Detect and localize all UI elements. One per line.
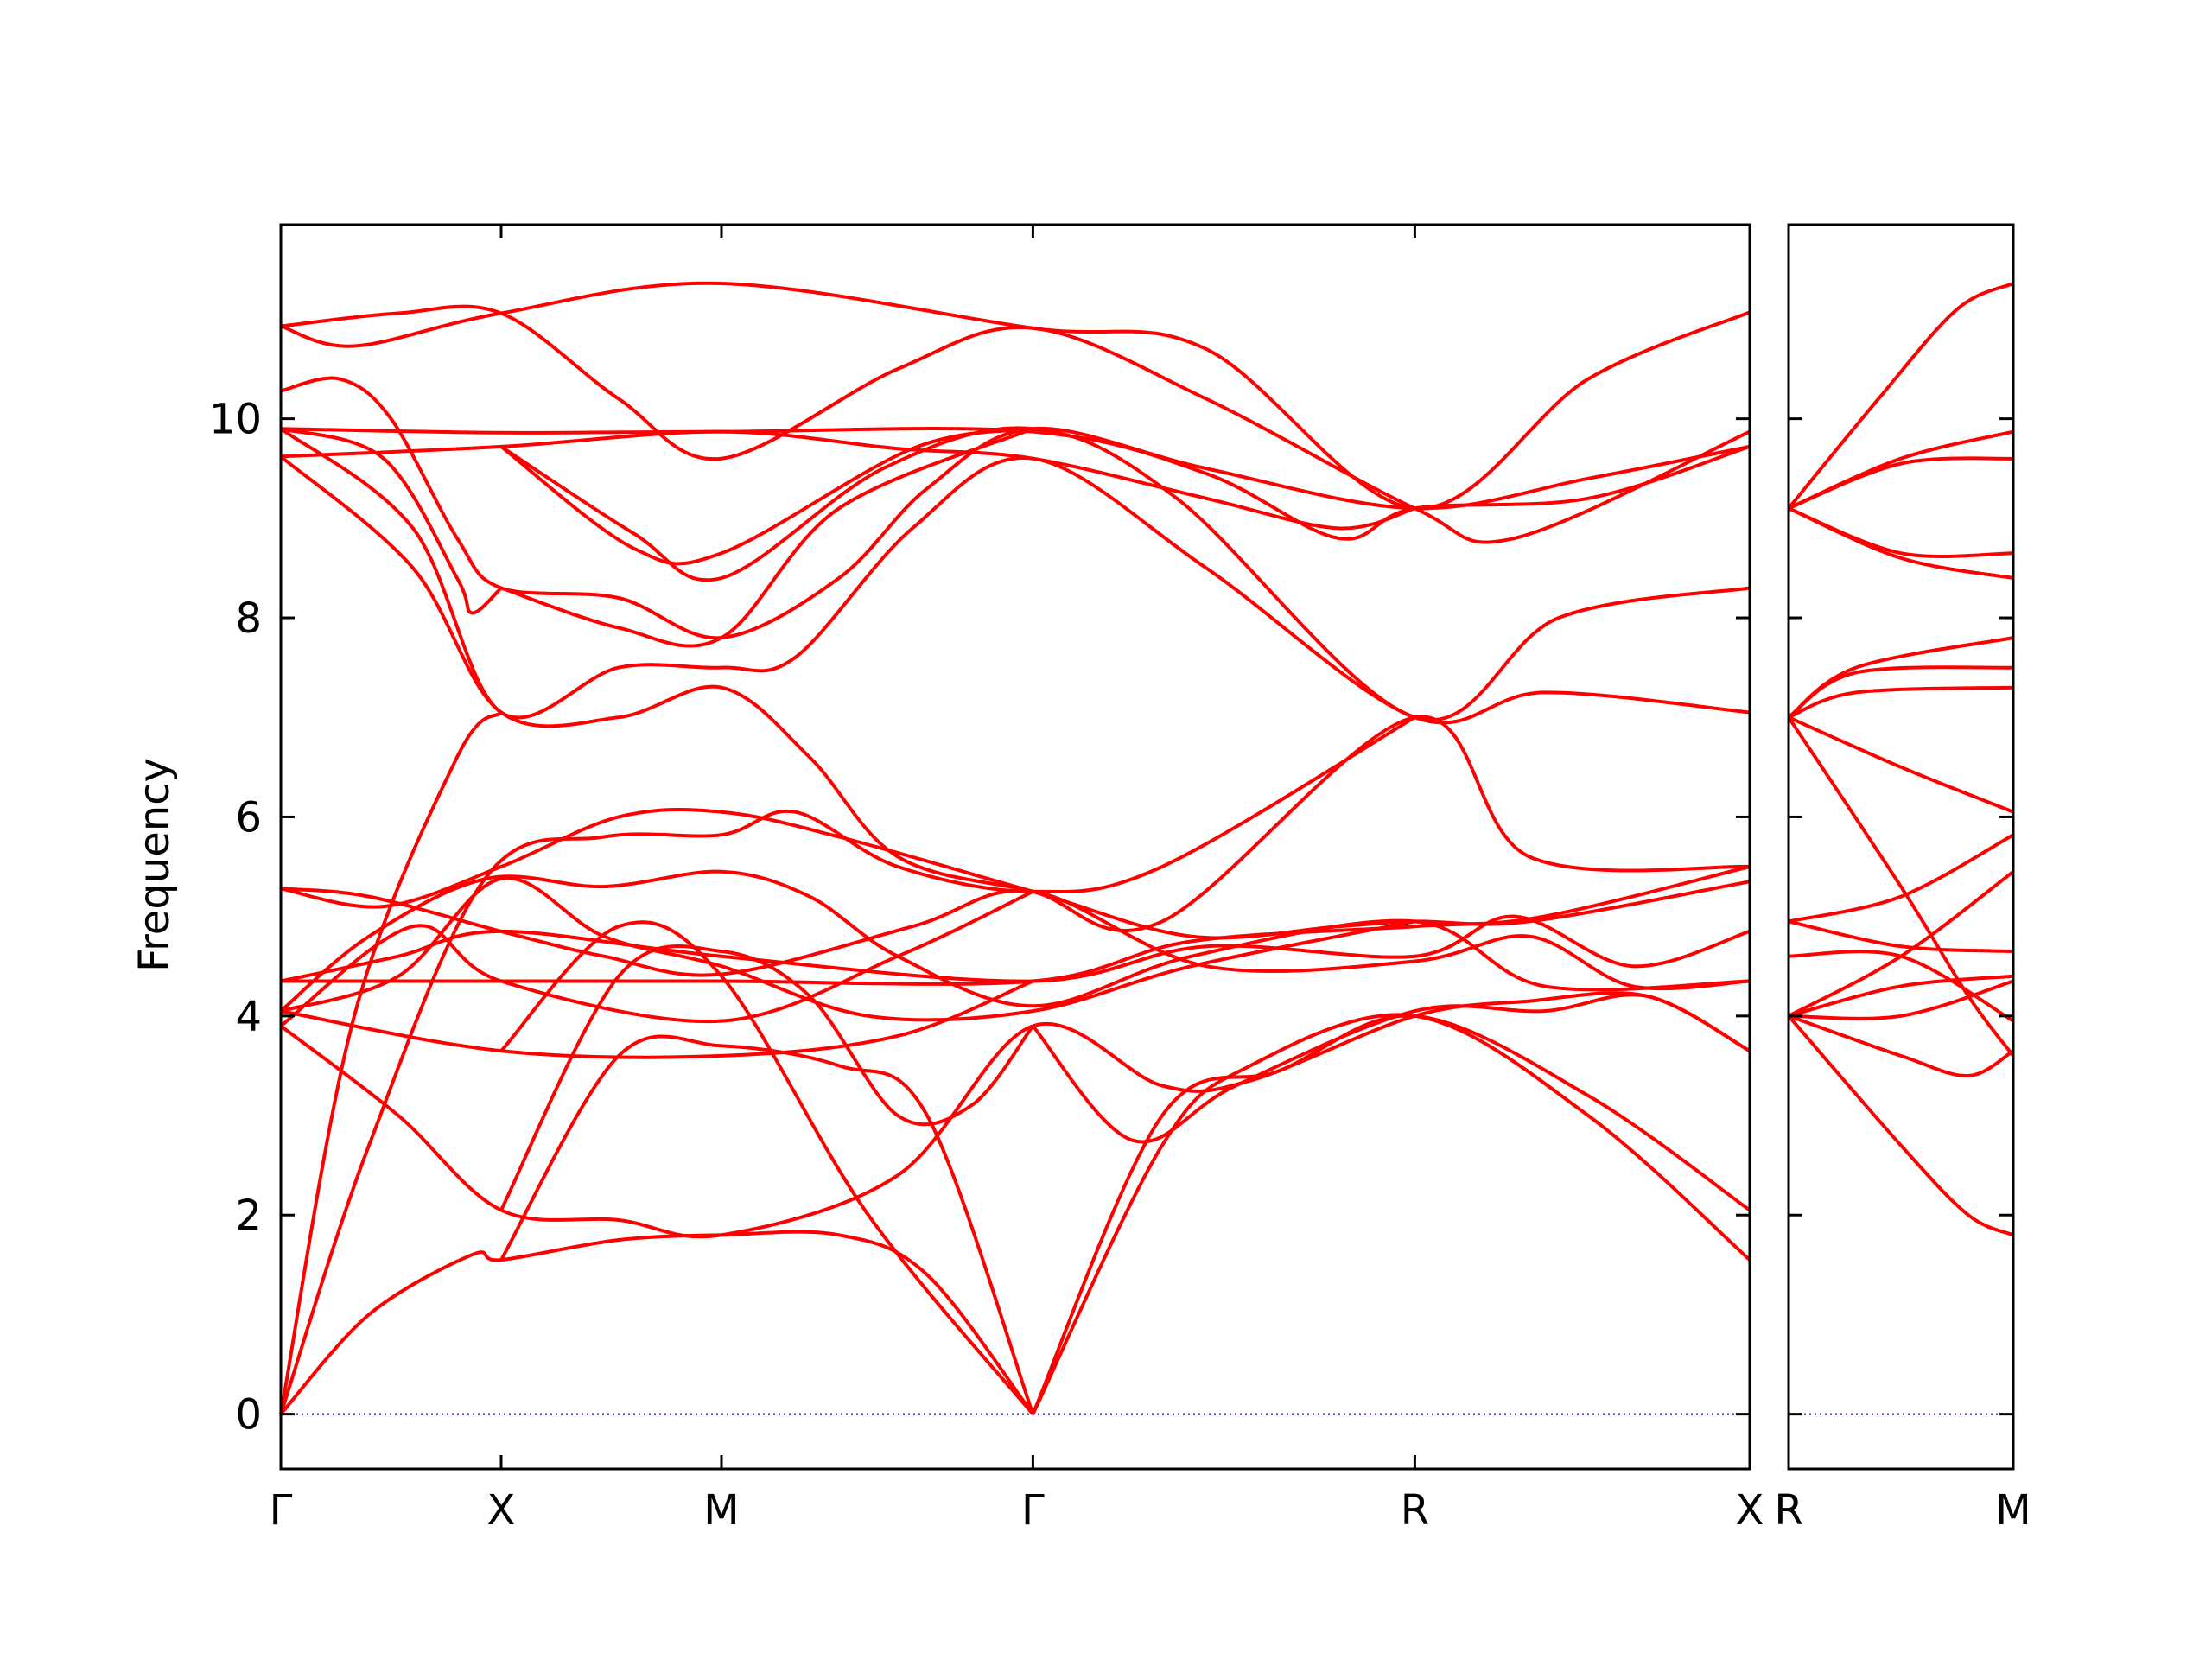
x-tick-label: X [487,1486,516,1535]
plot-frame [279,223,1751,1471]
band-line-5 [280,427,503,615]
band-line-3 [1788,456,2014,511]
y-tick-label: 6 [235,793,262,842]
band-line-29 [1031,993,1751,1144]
y-tick-label: 4 [235,993,262,1041]
band-line-10 [499,427,1033,566]
band-line-4 [280,427,1751,541]
x-tick-label: R [1401,1486,1429,1535]
band-line-8 [279,427,1751,725]
y-axis-label: Frequency [130,758,179,972]
y-tick-label: 10 [209,396,262,444]
band-line-23 [279,1230,1034,1415]
band-line-7 [1787,665,2014,719]
band-line-16 [1788,974,2014,1018]
band-line-11 [500,427,1034,648]
band-line-9 [499,426,1751,722]
band-line-8 [1788,685,2014,720]
band-line-15 [1788,979,2014,1020]
x-tick-label: R [1774,1486,1802,1535]
band-line-6 [280,429,1415,531]
band-line-2 [280,304,1751,544]
y-tick-label: 8 [235,594,262,643]
band-line-17 [1788,870,2015,1018]
band-line-3 [280,376,1751,640]
band-line-25 [499,944,1034,1211]
y-tick-label: 2 [235,1192,262,1240]
band-line-9 [1788,715,2014,814]
x-tick-label: M [703,1486,739,1535]
band-line-16 [280,914,1751,983]
band-line-1 [1787,282,2014,510]
band-line-18 [1787,1014,2014,1237]
plot-frame [1787,223,2015,1471]
panel-main: 0 2 4 6 8 10 Γ X M Γ R X [209,223,1764,1535]
band-line-22 [279,991,1751,1239]
band-line-6 [1787,636,2014,719]
band-line-1 [280,281,1751,511]
band-line-21 [280,979,1034,1059]
x-tick-label: M [1995,1486,2031,1535]
band-line-15 [280,887,1751,991]
band-line-20 [279,889,1034,1027]
band-line-11 [1788,833,2014,924]
x-tick-label: X [1736,1486,1764,1535]
band-line-12 [279,715,1416,1415]
band-line-19 [280,876,1415,1022]
band-line-4 [1788,506,2014,559]
band-line-17 [281,865,1751,986]
band-line-26 [499,920,1034,1415]
band-line-2 [1788,429,2014,511]
band-line-10 [1787,716,2015,1058]
x-tick-label: Γ [1021,1486,1045,1535]
x-tick-label: Γ [270,1486,293,1535]
band-line-27 [1031,1013,1751,1415]
band-line-24 [499,1034,1035,1415]
band-line-14 [1788,1014,2015,1078]
y-tick-label: 0 [235,1391,262,1440]
band-line-12 [1788,919,2014,953]
band-line-14 [280,808,1751,940]
band-line-5 [1788,506,2014,580]
